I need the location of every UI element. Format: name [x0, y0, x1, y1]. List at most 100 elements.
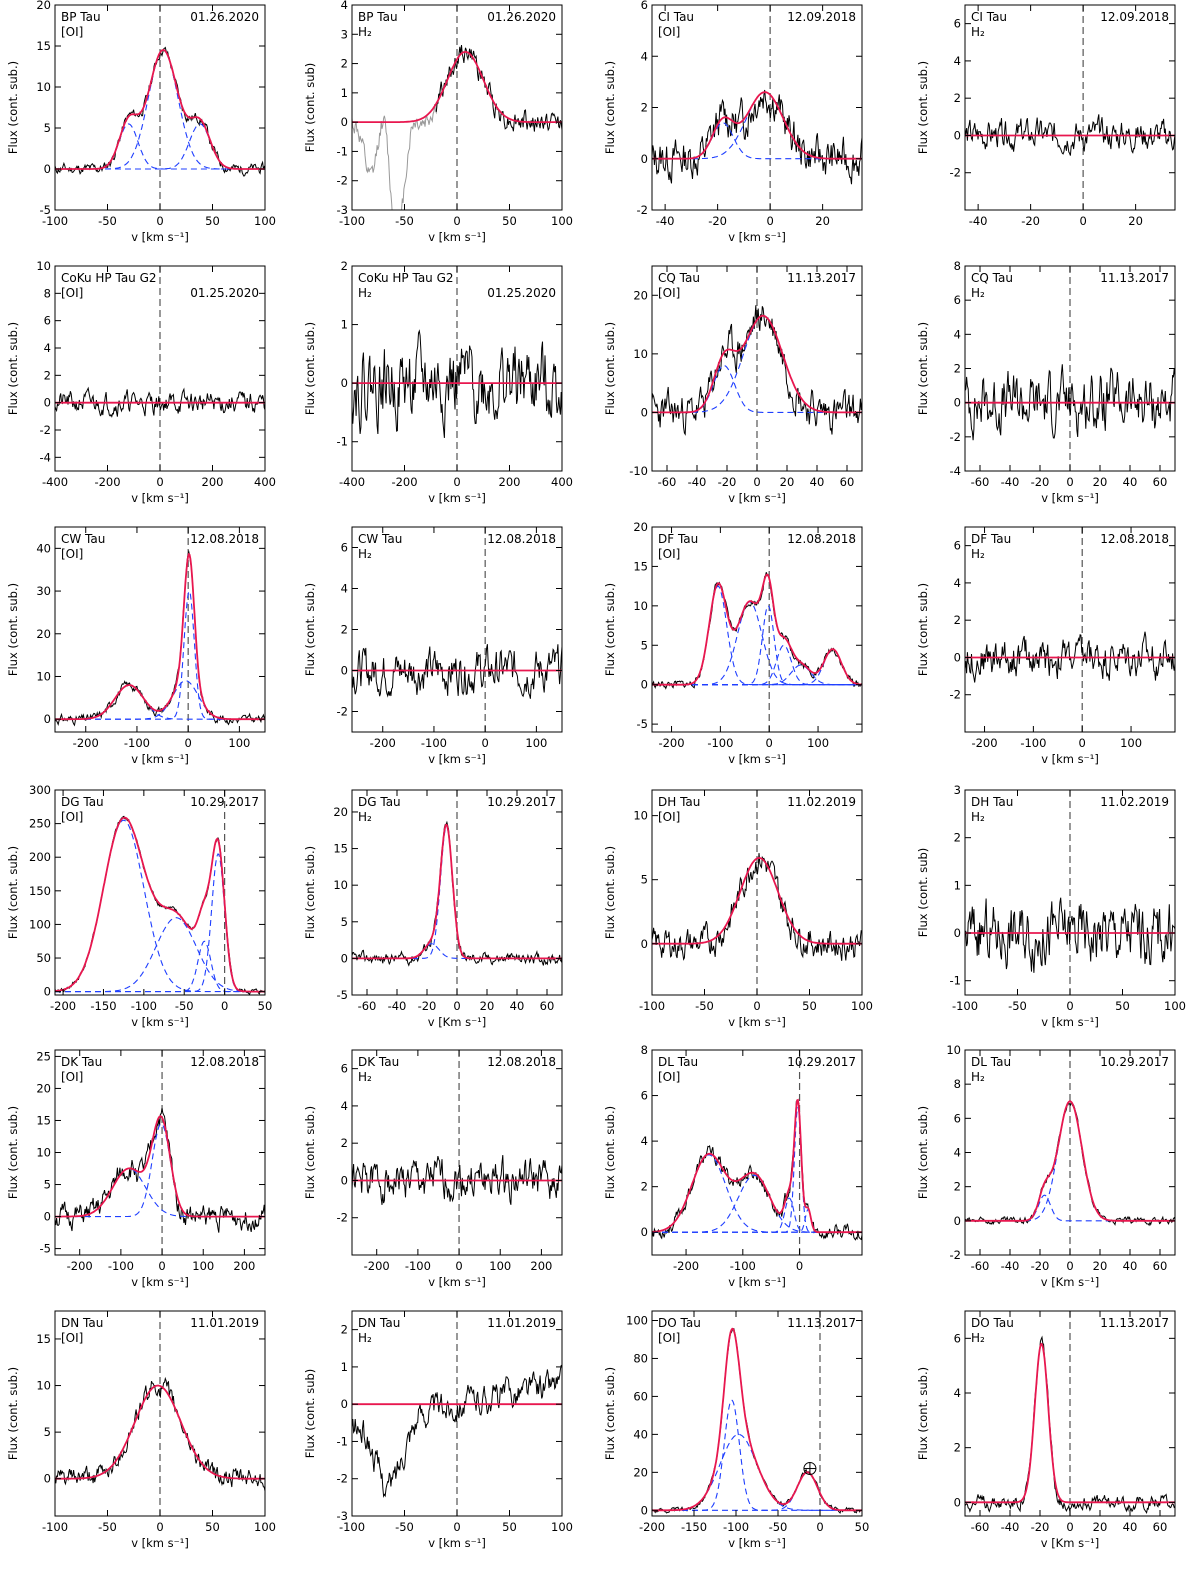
plot-area-dk-h2 — [352, 1050, 562, 1255]
earth-symbol-icon — [803, 1462, 817, 1476]
total-fit-line — [652, 314, 862, 414]
x-tick-label: 60 — [840, 475, 855, 489]
x-tick-label: 50 — [502, 1520, 517, 1534]
y-tick-label: 5 — [44, 1178, 51, 1192]
x-tick-label: -20 — [708, 214, 727, 228]
panel-bp-h2: -100 -50 0 50 100 -3 -2 -1 0 1 2 3 4 v [km s⁻¹] Flux (… — [303, 0, 573, 244]
y-tick-label: 150 — [29, 884, 51, 898]
x-tick-label: 0 — [753, 475, 760, 489]
y-tick-label: 0 — [954, 1214, 961, 1228]
gaussian-component-4 — [652, 1106, 862, 1233]
gaussian-component-3 — [55, 590, 265, 720]
x-tick-label: -50 — [395, 1520, 414, 1534]
star-name-label: CW Tau — [61, 532, 105, 546]
y-tick-label: 10 — [633, 599, 648, 613]
x-tick-label: -50 — [175, 999, 194, 1013]
star-name-label: CoKu HP Tau G2 — [61, 271, 157, 285]
y-tick-label: 10 — [333, 878, 348, 892]
plot-area-dl-h2 — [965, 1050, 1175, 1255]
y-axis-label: Flux (cont. sub) — [303, 1369, 317, 1459]
star-name-label: DO Tau — [658, 1316, 701, 1330]
x-tick-label: -200 — [673, 1259, 699, 1273]
plot-area-dh-h2 — [965, 790, 1175, 995]
star-name-label: CoKu HP Tau G2 — [358, 271, 454, 285]
x-axis-label: v [km s⁻¹] — [428, 1536, 486, 1550]
y-tick-label: 10 — [36, 80, 51, 94]
x-tick-label: -20 — [1021, 214, 1040, 228]
plot-area-coku-h2 — [352, 266, 562, 471]
x-tick-label: 200 — [233, 1259, 255, 1273]
total-fit-line — [965, 1100, 1175, 1222]
x-axis-label: v [km s⁻¹] — [131, 1275, 189, 1289]
gaussian-component-1 — [55, 684, 265, 720]
x-tick-label: -20 — [1031, 1259, 1050, 1273]
y-tick-label: 10 — [633, 809, 648, 823]
x-tick-label: 0 — [453, 1520, 460, 1534]
date-label: 11.01.2019 — [190, 1316, 259, 1330]
panel-df-oi: -200 -100 0 100 -5 0 5 10 15 20 v [km s⁻¹] Flux (co… — [603, 520, 863, 766]
y-tick-label: 15 — [36, 1113, 51, 1127]
x-tick-label: 200 — [499, 475, 521, 489]
y-tick-label: 10 — [36, 259, 51, 273]
y-tick-label: 0 — [641, 152, 648, 166]
y-tick-label: 50 — [36, 951, 51, 965]
y-tick-label: 0 — [641, 1503, 648, 1517]
y-axis-label: Flux (cont. sub.) — [603, 61, 617, 154]
observed-spectrum-line — [352, 644, 562, 699]
y-tick-label: 80 — [633, 1351, 648, 1365]
axis-frame — [964, 526, 1176, 733]
x-axis-label: v [km s⁻¹] — [1041, 491, 1099, 505]
x-tick-label: -200 — [639, 1520, 665, 1534]
x-tick-label: -40 — [656, 214, 675, 228]
y-tick-label: 0 — [44, 712, 51, 726]
x-axis-label: v [km s⁻¹] — [131, 491, 189, 505]
y-tick-label: 2 — [341, 1323, 348, 1337]
x-tick-label: -20 — [718, 475, 737, 489]
y-tick-label: 4 — [954, 1146, 961, 1160]
panel-df-h2: -200 -100 0 100 -2 0 2 4 6 v [km s⁻¹] Flux (cont. … — [916, 526, 1176, 766]
x-tick-label: -200 — [73, 736, 99, 750]
plot-area-bp-oi — [55, 5, 265, 210]
y-tick-label: -2 — [950, 1248, 961, 1262]
x-axis-label: v [km s⁻¹] — [728, 1536, 786, 1550]
y-tick-label: 4 — [44, 341, 51, 355]
x-axis-label: v [Km s⁻¹] — [428, 1015, 487, 1029]
x-tick-label: 200 — [202, 475, 224, 489]
x-tick-label: -100 — [42, 214, 68, 228]
x-tick-label: -150 — [681, 1520, 707, 1534]
x-tick-label: 100 — [192, 1259, 214, 1273]
y-tick-label: 2 — [341, 57, 348, 71]
plot-area-df-h2 — [965, 527, 1175, 732]
star-name-label: DH Tau — [658, 795, 700, 809]
y-tick-label: -1 — [337, 1434, 348, 1448]
y-tick-label: 4 — [641, 49, 648, 63]
plot-area-ci-oi — [652, 5, 862, 210]
plot-area-do-h2 — [965, 1311, 1175, 1516]
panel-coku-oi: -400 -200 0 200 400 -4 -2 0 2 4 6 8 10 v [km s⁻¹] Flux… — [6, 259, 276, 505]
y-tick-label: 0 — [44, 396, 51, 410]
x-axis-label: v [km s⁻¹] — [1041, 752, 1099, 766]
date-label: 12.08.2018 — [487, 532, 556, 546]
plot-area-dk-oi — [55, 1050, 265, 1255]
y-tick-label: 2 — [341, 259, 348, 273]
x-tick-label: 100 — [1120, 736, 1142, 750]
gaussian-component-1 — [55, 819, 265, 993]
x-tick-label: -60 — [971, 475, 990, 489]
gaussian-component-1 — [652, 1399, 862, 1511]
total-fit-line — [652, 856, 862, 945]
x-tick-label: 0 — [766, 214, 773, 228]
x-tick-label: 100 — [851, 999, 873, 1013]
x-axis-label: v [km s⁻¹] — [428, 1275, 486, 1289]
date-label: 11.01.2019 — [487, 1316, 556, 1330]
y-tick-label: 0 — [954, 128, 961, 142]
x-axis-label: v [km s⁻¹] — [131, 1536, 189, 1550]
x-tick-label: -100 — [1020, 736, 1046, 750]
observed-spectrum-line — [435, 44, 562, 132]
observed-spectrum-line — [352, 1155, 562, 1205]
observed-spectrum-line — [55, 815, 265, 995]
x-tick-label: -150 — [90, 999, 116, 1013]
star-name-label: CQ Tau — [971, 271, 1013, 285]
x-tick-label: -50 — [695, 999, 714, 1013]
